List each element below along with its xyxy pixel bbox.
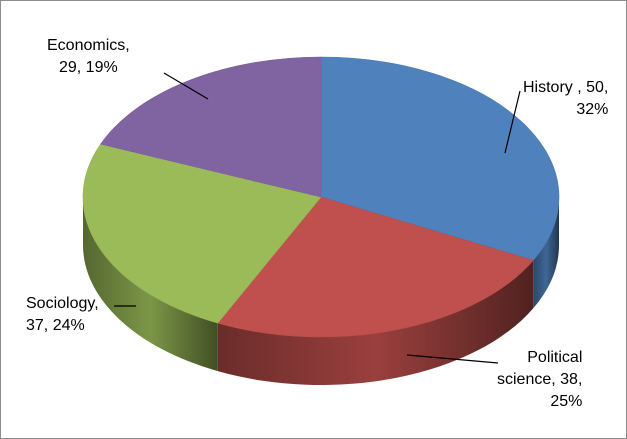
leader-line-history [504, 90, 521, 154]
pie-slice-political-science [217, 196, 534, 338]
pie-slice-history [320, 56, 560, 261]
leader-line-political-science [406, 354, 499, 364]
pie-side-political-science [217, 260, 534, 385]
pie-side-sociology [83, 197, 218, 372]
data-label-economics: Economics, 29, 19% [47, 37, 130, 76]
data-label-history: History , 50, 32% [523, 79, 609, 118]
pie-side-history [533, 197, 559, 309]
pie-slice-economics [100, 56, 322, 198]
data-label-sociology: Sociology, 37, 24% [26, 295, 99, 334]
data-label-political-science: Political science, 38, 25% [497, 349, 583, 410]
leader-line-economics [163, 72, 209, 100]
pie-slice-sociology [82, 143, 322, 324]
